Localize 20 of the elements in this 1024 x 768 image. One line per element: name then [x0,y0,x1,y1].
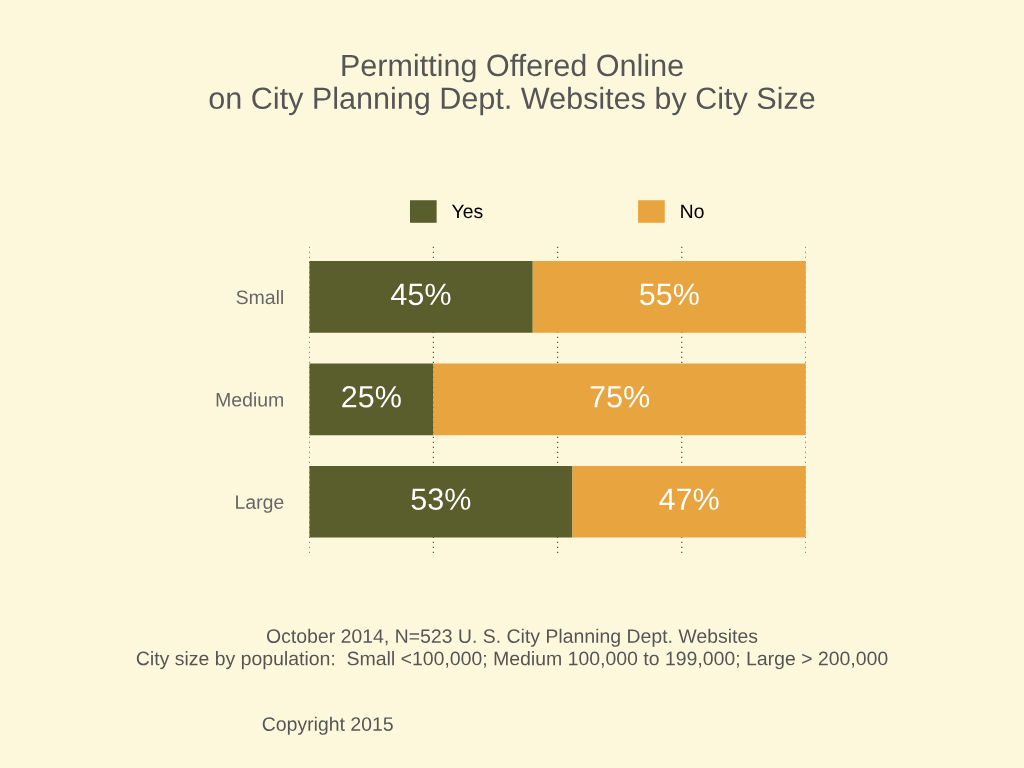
data-label: 47% [659,488,719,510]
y-tick-label: Small [236,289,283,305]
data-label: 75% [590,386,650,408]
bar [532,261,806,333]
bar [572,465,806,538]
legend-label: Yes [451,204,483,219]
data-label: 45% [391,283,451,306]
data-label: 53% [411,488,471,510]
data-label: 25% [342,385,401,408]
text: October 2014, N=523 U. S. City Planning Dept. Websites City size by population: Small <100,000; Medium 100,000 to 199,000; Large > 200,000 [136,628,888,670]
bar [433,363,806,436]
text: Copyright 2015 [262,716,393,735]
bar [309,363,434,436]
bar [309,261,533,333]
y-tick-label: Large [236,495,284,513]
data-label: 55% [639,283,699,306]
legend-label: No [681,204,704,219]
bar [309,465,573,538]
y-tick-label: Medium [216,392,283,407]
chart-title: Permitting Offered Online on City Planning Dept. Websites by City Size [209,53,815,116]
